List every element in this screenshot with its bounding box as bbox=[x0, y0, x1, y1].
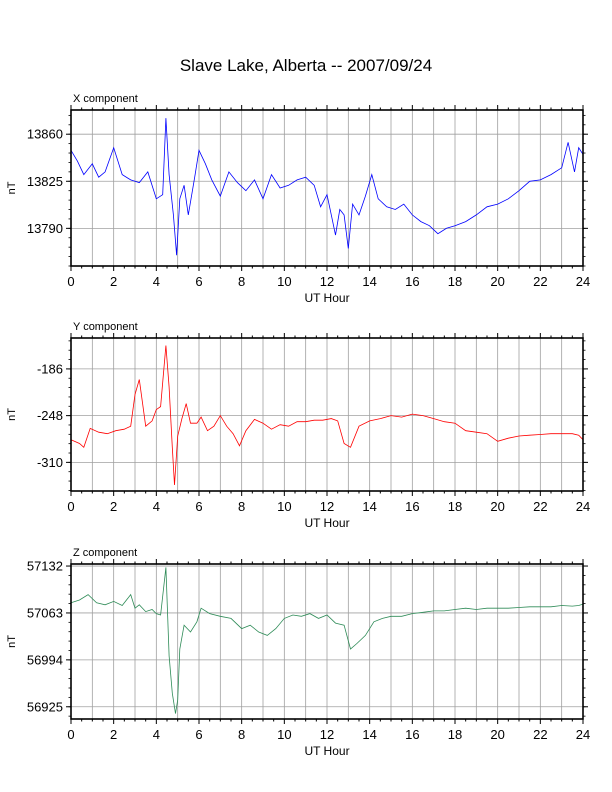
x-component-xtick-label: 0 bbox=[67, 274, 74, 289]
z-component-xtick-label: 24 bbox=[576, 727, 590, 742]
x-component-xlabel: UT Hour bbox=[304, 291, 349, 305]
page-title: Slave Lake, Alberta -- 2007/09/24 bbox=[179, 56, 433, 75]
z-component-xtick-label: 12 bbox=[320, 727, 334, 742]
y-component-ytick-label: -186 bbox=[37, 361, 63, 376]
y-component-xtick-label: 16 bbox=[405, 499, 419, 514]
x-component-ylabel: nT bbox=[6, 181, 18, 194]
y-component-xtick-label: 18 bbox=[448, 499, 462, 514]
z-component-xtick-label: 2 bbox=[110, 727, 117, 742]
z-component-xtick-label: 20 bbox=[490, 727, 504, 742]
z-component-ytick-label: 57063 bbox=[27, 605, 63, 620]
x-component-xtick-label: 4 bbox=[153, 274, 160, 289]
y-component-xtick-label: 24 bbox=[576, 499, 590, 514]
z-component-xtick-label: 18 bbox=[448, 727, 462, 742]
x-component-xtick-label: 14 bbox=[362, 274, 376, 289]
y-component-series-line bbox=[70, 345, 584, 486]
z-component-xlabel: UT Hour bbox=[304, 744, 349, 758]
y-component-xlabel: UT Hour bbox=[304, 516, 349, 530]
z-component-title: Z component bbox=[73, 547, 137, 559]
x-component-ytick-label: 13825 bbox=[27, 174, 63, 189]
z-component-panel: Z component UT Hour nT 0 2 4 6 8 10 12 14 16 18 20… bbox=[6, 547, 590, 758]
y-component-xtick-label: 6 bbox=[195, 499, 202, 514]
y-component-ylabel: nT bbox=[6, 408, 18, 421]
x-component-xtick-label: 16 bbox=[405, 274, 419, 289]
x-component-ytick-label: 13860 bbox=[27, 127, 63, 142]
z-component-ytick-label: 57132 bbox=[27, 559, 63, 574]
z-component-ylabel: nT bbox=[6, 635, 18, 648]
y-component-ytick-label: -310 bbox=[37, 455, 63, 470]
x-component-xtick-label: 12 bbox=[320, 274, 334, 289]
y-component-ytick-label: -248 bbox=[37, 408, 63, 423]
x-component-xtick-label: 18 bbox=[448, 274, 462, 289]
z-component-xtick-label: 10 bbox=[277, 727, 291, 742]
z-component-ytick-label: 56925 bbox=[27, 699, 63, 714]
y-component-xtick-label: 8 bbox=[238, 499, 245, 514]
y-component-xtick-label: 14 bbox=[362, 499, 376, 514]
x-component-xtick-label: 10 bbox=[277, 274, 291, 289]
y-component-xtick-label: 12 bbox=[320, 499, 334, 514]
x-component-xtick-label: 20 bbox=[490, 274, 504, 289]
y-component-xtick-label: 22 bbox=[533, 499, 547, 514]
z-component-xtick-label: 6 bbox=[195, 727, 202, 742]
x-component-title: X component bbox=[73, 93, 138, 105]
y-component-xtick-label: 2 bbox=[110, 499, 117, 514]
x-component-xtick-label: 2 bbox=[110, 274, 117, 289]
z-component-xtick-label: 16 bbox=[405, 727, 419, 742]
z-component-xtick-label: 22 bbox=[533, 727, 547, 742]
x-component-series-line bbox=[70, 118, 584, 256]
x-component-xtick-label: 24 bbox=[576, 274, 590, 289]
z-component-series-line bbox=[70, 567, 584, 714]
z-component-xtick-label: 14 bbox=[362, 727, 376, 742]
x-component-ytick-label: 13790 bbox=[27, 221, 63, 236]
y-component-xtick-label: 10 bbox=[277, 499, 291, 514]
z-component-xtick-label: 0 bbox=[67, 727, 74, 742]
y-component-panel: Y component UT Hour nT 0 2 4 6 8 10 12 14 16 18 20… bbox=[6, 321, 590, 530]
y-component-xtick-label: 0 bbox=[67, 499, 74, 514]
x-component-panel: X component UT Hour nT 0 2 4 6 8 10 12 14 16 18 20… bbox=[6, 93, 590, 305]
y-component-xtick-label: 4 bbox=[153, 499, 160, 514]
z-component-ytick-label: 56994 bbox=[27, 652, 63, 667]
z-component-xtick-label: 4 bbox=[153, 727, 160, 742]
y-component-title: Y component bbox=[73, 321, 138, 333]
x-component-xtick-label: 22 bbox=[533, 274, 547, 289]
z-component-xtick-label: 8 bbox=[238, 727, 245, 742]
x-component-xtick-label: 6 bbox=[195, 274, 202, 289]
y-component-xtick-label: 20 bbox=[490, 499, 504, 514]
x-component-xtick-label: 8 bbox=[238, 274, 245, 289]
